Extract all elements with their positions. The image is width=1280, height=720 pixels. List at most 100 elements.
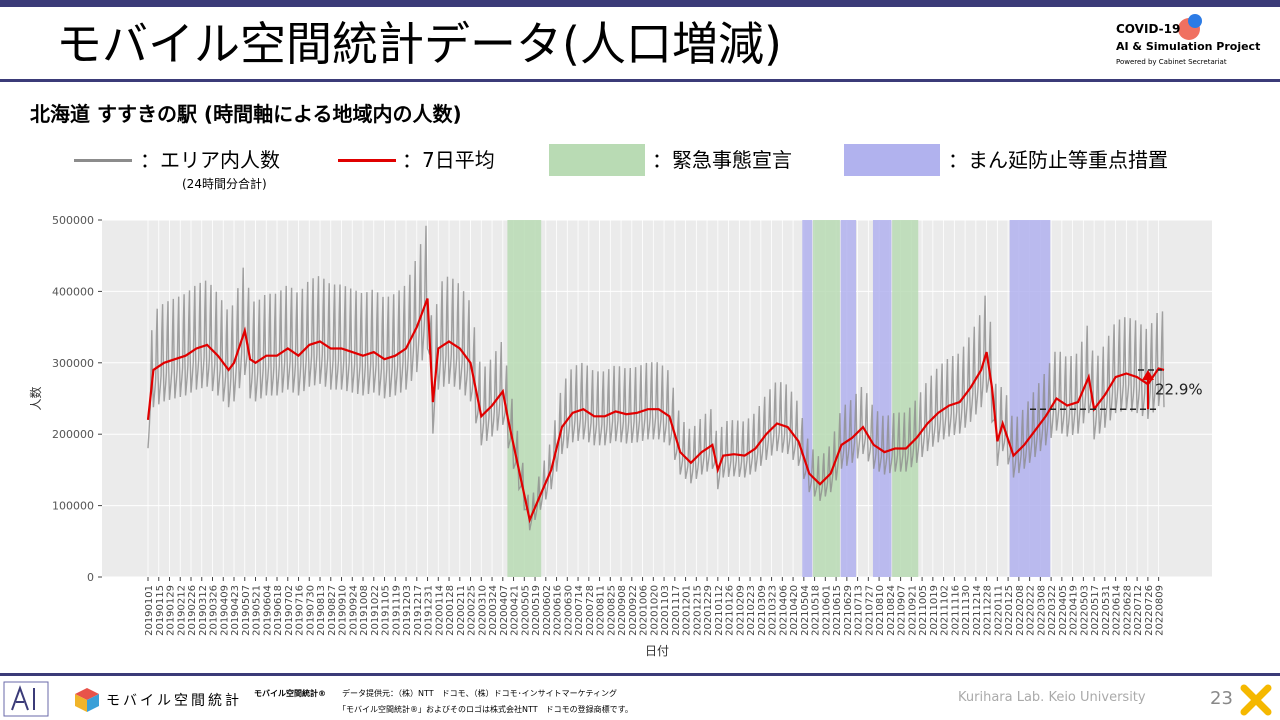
shaded-period: [892, 220, 919, 577]
shaded-period: [872, 220, 892, 577]
x-tick-label: 20220726: [1144, 585, 1155, 636]
x-tick-label: 20220809: [1155, 585, 1166, 636]
y-tick-label: 100000: [52, 500, 94, 513]
x-tick-label: 20211005: [918, 585, 929, 636]
x-tick-label: 20200421: [510, 585, 521, 636]
logo-line3: Powered by Cabinet Secretariat: [1116, 58, 1227, 66]
legend-gray-line: [74, 159, 132, 162]
logo-line2: AI & Simulation Project: [1116, 40, 1261, 53]
x-tick-label: 20190716: [295, 585, 306, 636]
legend-gray-note: (24時間分合計): [182, 177, 267, 191]
y-axis-title: 人数: [28, 386, 43, 410]
chart-subtitle: 北海道 すすきの駅 (時間軸による地域内の人数): [30, 102, 462, 126]
x-tick-label: 20201117: [671, 585, 682, 636]
x-tick-label: 20190129: [166, 585, 177, 636]
x-tick-label: 20191022: [370, 585, 381, 636]
logo-line1: COVID-19: [1116, 22, 1181, 36]
shaded-period: [802, 220, 813, 577]
x-tick-label: 20211116: [950, 585, 961, 636]
ai-lab-logo-icon: [3, 681, 49, 717]
x-tick-label: 20220531: [1101, 585, 1112, 636]
x-tick-label: 20210420: [789, 585, 800, 636]
x-tick-label: 20210223: [746, 585, 757, 636]
x-tick-label: 20190212: [176, 585, 187, 636]
y-tick-label: 0: [87, 571, 94, 584]
legend-gray-label: ：エリア内人数: [140, 148, 280, 172]
x-tick-label: 20211019: [929, 585, 940, 636]
annotation-label: 22.9%: [1155, 381, 1203, 399]
x-tick-label: 20200602: [542, 585, 553, 636]
page-number: 23: [1210, 688, 1233, 709]
mobile-stats-cube-icon: [75, 688, 99, 712]
shaded-period: [813, 220, 840, 577]
x-brand-icon: [1240, 684, 1272, 716]
x-tick-label: 20200519: [531, 585, 542, 636]
x-tick-label: 20190813: [316, 585, 327, 636]
legend-blue-label: ：まん延防止等重点措置: [948, 148, 1168, 172]
x-tick-label: 20220308: [1036, 585, 1047, 636]
x-tick-label: 20210921: [907, 585, 918, 636]
legend-red-line: [338, 159, 396, 162]
x-tick-label: 20210810: [875, 585, 886, 636]
x-tick-label: 20220614: [1112, 585, 1123, 636]
x-tick-label: 20210309: [757, 585, 768, 636]
x-tick-label: 20210112: [714, 585, 725, 636]
x-tick-label: 20200505: [520, 585, 531, 636]
x-tick-label: 20190409: [219, 585, 230, 636]
x-tick-label: 20190604: [262, 585, 273, 636]
x-tick-label: 20200616: [553, 585, 564, 636]
x-tick-label: 20210601: [821, 585, 832, 636]
x-tick-label: 20220628: [1122, 585, 1133, 636]
x-tick-label: 20200922: [628, 585, 639, 636]
legend-blue-box: [844, 144, 940, 176]
x-tick-label: 20211130: [961, 585, 972, 636]
x-tick-label: 20200811: [596, 585, 607, 636]
y-tick-label: 400000: [52, 285, 94, 298]
x-tick-label: 20191008: [359, 585, 370, 636]
x-tick-label: 20211228: [983, 585, 994, 636]
x-tick-label: 20200324: [488, 585, 499, 636]
covid-ai-project-logo: COVID-19 AI & Simulation Project Powered…: [1116, 14, 1276, 72]
x-tick-label: 20220503: [1079, 585, 1090, 636]
x-tick-label: 20210713: [854, 585, 865, 636]
x-tick-label: 20200114: [434, 585, 445, 636]
x-tick-label: 20220517: [1090, 585, 1101, 636]
x-tick-label: 20210727: [864, 585, 875, 636]
x-tick-label: 20210907: [897, 585, 908, 636]
x-tick-label: 20210615: [832, 585, 843, 636]
x-tick-label: 20201201: [682, 585, 693, 636]
x-tick-label: 20190910: [338, 585, 349, 636]
logo-circle-blue: [1188, 14, 1202, 28]
x-tick-label: 20220208: [1015, 585, 1026, 636]
x-tick-label: 20200225: [467, 585, 478, 636]
page-title: モバイル空間統計データ(人口増減): [56, 17, 782, 71]
x-tick-label: 20190827: [327, 585, 338, 636]
x-tick-label: 20210406: [778, 585, 789, 636]
legend-green-label: ：緊急事態宣言: [652, 148, 792, 172]
x-tick-label: 20190115: [155, 585, 166, 636]
x-tick-label: 20220322: [1047, 585, 1058, 636]
x-tick-label: 20211214: [972, 585, 983, 636]
x-tick-label: 20210504: [800, 585, 811, 636]
x-tick-label: 20190924: [348, 585, 359, 636]
shaded-period: [507, 220, 542, 577]
x-tick-label: 20191203: [402, 585, 413, 636]
title-divider: [0, 79, 1280, 82]
x-tick-label: 20190101: [144, 585, 155, 636]
x-tick-label: 20200310: [477, 585, 488, 636]
x-tick-label: 20190618: [273, 585, 284, 636]
legend-green-box: [549, 144, 645, 176]
footer-mark: モバイル空間統計®: [254, 689, 326, 698]
x-tick-label: 20190507: [241, 585, 252, 636]
x-tick-label: 20200728: [585, 585, 596, 636]
x-tick-label: 20200407: [499, 585, 510, 636]
y-tick-label: 300000: [52, 357, 94, 370]
x-tick-label: 20190312: [198, 585, 209, 636]
shaded-period: [840, 220, 857, 577]
x-tick-label: 20220712: [1133, 585, 1144, 636]
x-tick-label: 20190326: [209, 585, 220, 636]
x-tick-label: 20190423: [230, 585, 241, 636]
x-tick-label: 20200630: [563, 585, 574, 636]
